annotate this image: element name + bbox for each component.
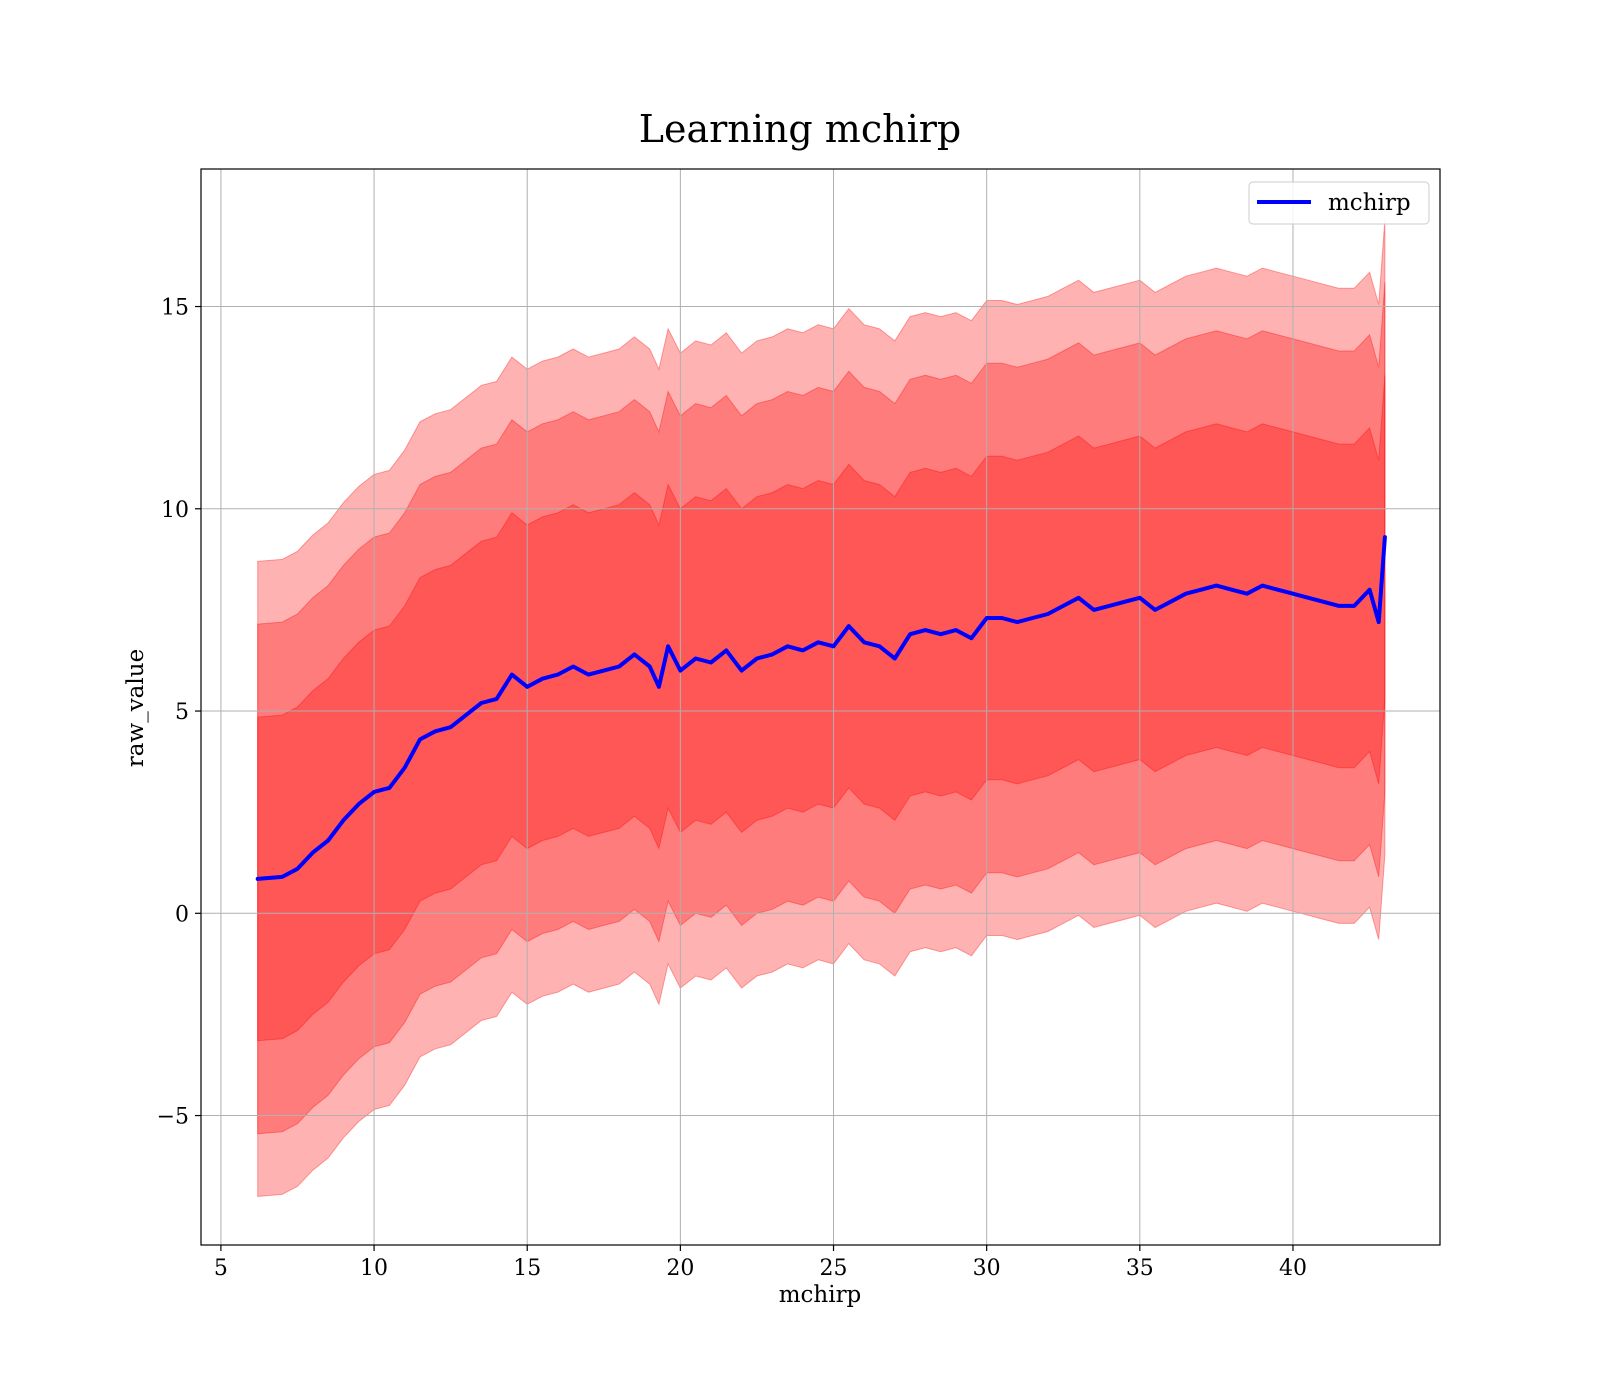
legend: mchirp bbox=[1248, 181, 1430, 225]
chart-title: Learning mchirp bbox=[639, 107, 961, 151]
y-tick-label: 15 bbox=[161, 296, 189, 321]
band-3sigma bbox=[257, 219, 1386, 1198]
legend-label: mchirp bbox=[1328, 190, 1411, 216]
series-line-mchirp bbox=[255, 535, 1387, 881]
x-tick-label: 20 bbox=[666, 1256, 694, 1281]
x-tick-label: 15 bbox=[513, 1256, 541, 1281]
x-axis-ticks: 5 10 15 20 25 30 35 40 bbox=[214, 1245, 1307, 1281]
x-axis-label: mchirp bbox=[779, 1282, 862, 1308]
x-tick-label: 25 bbox=[820, 1256, 848, 1281]
plot-background bbox=[201, 169, 1440, 1245]
x-tick-label: 10 bbox=[360, 1256, 388, 1281]
grid-lines bbox=[201, 169, 1440, 1245]
x-tick-label: 40 bbox=[1279, 1256, 1307, 1281]
legend-box bbox=[1248, 181, 1430, 225]
y-tick-label: −5 bbox=[157, 1105, 189, 1130]
x-tick-label: 5 bbox=[214, 1256, 228, 1281]
x-tick-label: 30 bbox=[973, 1256, 1001, 1281]
plot-frame bbox=[200, 168, 1441, 1246]
x-tick-label: 35 bbox=[1126, 1256, 1154, 1281]
y-axis-ticks: −5 0 5 10 15 bbox=[157, 296, 201, 1130]
y-tick-label: 5 bbox=[175, 700, 189, 725]
y-tick-label: 10 bbox=[161, 498, 189, 523]
plot-area bbox=[200, 168, 1441, 1246]
y-axis-label: raw_value bbox=[123, 649, 149, 767]
band-1sigma bbox=[257, 375, 1386, 1042]
y-tick-label: 0 bbox=[175, 902, 189, 927]
confidence-bands bbox=[257, 219, 1386, 1198]
